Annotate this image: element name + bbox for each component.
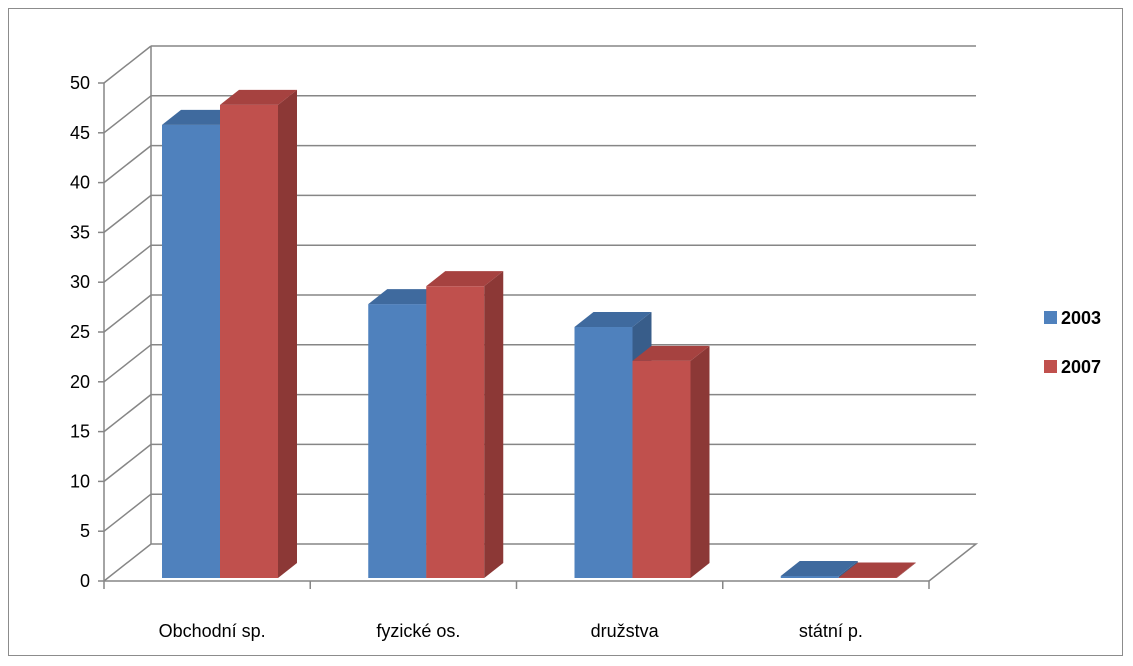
x-tick-label: státní p.	[799, 621, 863, 641]
gridline-diagonal	[103, 493, 152, 532]
gridline-diagonal	[103, 344, 152, 383]
bar-side	[484, 271, 504, 578]
gridline-diagonal	[103, 194, 152, 233]
bar-top	[426, 271, 504, 287]
gridline-diagonal	[103, 45, 152, 84]
floor	[103, 543, 979, 582]
y-tick-label: 15	[70, 422, 90, 442]
gridline-diagonal	[103, 145, 152, 184]
bar-top	[838, 562, 916, 578]
y-tick-label: 0	[80, 571, 90, 591]
bar-top	[632, 345, 710, 361]
y-tick-labels: 0 5 10 15 20 25 30 35 40 45 50	[70, 73, 90, 591]
chart-frame: 0 5 10 15 20 25 30 35 40 45 50 Obchodní sp. fyzické…	[8, 8, 1123, 656]
y-tick-label: 35	[70, 222, 90, 242]
gridline-diagonal	[103, 244, 152, 283]
legend: 2003 2007	[1044, 308, 1101, 377]
legend-swatch	[1044, 311, 1057, 324]
y-tick-label: 25	[70, 322, 90, 342]
bar-top	[574, 312, 652, 328]
x-tick-label: Obchodní sp.	[159, 621, 266, 641]
legend-label: 2007	[1061, 357, 1101, 377]
bar-side	[896, 562, 916, 578]
bar-top	[780, 561, 858, 577]
legend-swatch	[1044, 360, 1057, 373]
gridline-diagonal	[103, 394, 152, 433]
bar-front	[632, 360, 691, 578]
x-tick-label: družstva	[591, 621, 660, 641]
y-tick-label: 20	[70, 372, 90, 392]
gridline-diagonal	[103, 443, 152, 482]
bar	[632, 345, 710, 578]
x-tick-label: fyzické os.	[376, 621, 460, 641]
category-labels: Obchodní sp. fyzické os. družstva státní p.	[159, 621, 863, 641]
bar-side	[278, 89, 297, 579]
bar-front	[838, 577, 897, 578]
chart-walls	[103, 543, 979, 582]
bar-front	[426, 286, 485, 578]
bar-front	[220, 104, 278, 579]
bar-front	[574, 327, 633, 578]
bar	[220, 89, 297, 579]
y-tick-label: 30	[70, 272, 90, 292]
bar-front	[368, 304, 427, 578]
bar-front	[162, 124, 220, 578]
y-tick-label: 40	[70, 173, 90, 193]
bar	[838, 562, 916, 578]
bar-top	[220, 89, 297, 105]
bar-front	[780, 576, 839, 578]
bar-top	[162, 109, 239, 125]
gridline-diagonal	[103, 294, 152, 333]
bar-side	[690, 345, 710, 578]
bar	[426, 271, 504, 578]
y-tick-label: 45	[70, 123, 90, 143]
y-tick-label: 50	[70, 73, 90, 93]
y-tick-label: 10	[70, 471, 90, 491]
bar-top	[368, 289, 446, 305]
bar-chart: 0 5 10 15 20 25 30 35 40 45 50 Obchodní sp. fyzické…	[70, 45, 1101, 641]
axes	[98, 46, 930, 589]
bars	[162, 89, 916, 579]
y-tick-label: 5	[80, 521, 90, 541]
gridline-diagonal	[103, 95, 152, 134]
legend-label: 2003	[1061, 308, 1101, 328]
